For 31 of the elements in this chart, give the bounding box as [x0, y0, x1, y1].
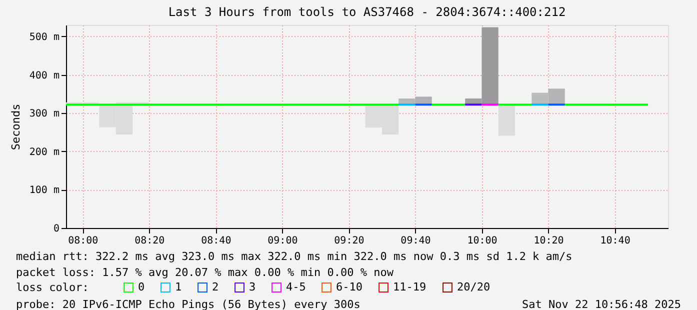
legend-label: 4-5 — [286, 280, 306, 294]
x-tick-label: 08:00 — [68, 236, 98, 246]
y-axis-title: Seconds — [9, 104, 22, 150]
legend-label: 11-19 — [393, 280, 426, 294]
legend-label: 2 — [212, 280, 219, 294]
y-tick-label: 300 m — [29, 108, 60, 120]
chart-title: Last 3 Hours from tools to AS37468 - 2804:3674::400:212 — [168, 5, 566, 19]
text: median rtt: 322.2 ms avg 323.0 ms max 322.0 ms min 322.0 ms now 0.3 ms sd 1.2 k am/s — [16, 250, 572, 263]
y-tick-label: 500 m — [29, 32, 60, 43]
legend-title: loss color: — [16, 281, 89, 294]
x-tick-label: 09:00 — [268, 236, 298, 246]
y-tick-label: 0 — [53, 224, 60, 234]
x-tick-label: 10:20 — [534, 236, 564, 246]
y-tick-label: 100 m — [29, 185, 60, 196]
text: packet loss: 1.57 % avg 20.07 % max 0.00 % min 0.00 % now — [16, 266, 394, 279]
x-tick-label: 10:40 — [600, 236, 630, 246]
x-tick-label: 08:40 — [201, 236, 232, 246]
x-tick-label: 09:40 — [400, 236, 431, 246]
y-tick-label: 200 m — [29, 146, 60, 158]
legend-label: 20/20 — [457, 280, 490, 294]
legend-label: 6-10 — [336, 280, 362, 294]
x-tick-label: 08:20 — [134, 236, 165, 246]
y-tick-label: 400 m — [29, 70, 60, 82]
legend-label: 0 — [138, 280, 145, 294]
text: Sat Nov 22 10:56:48 2025 — [522, 298, 681, 310]
x-tick-label: 10:00 — [467, 236, 498, 246]
bar — [498, 104, 516, 136]
text: probe: 20 IPv6-ICMP Echo Pings (56 Bytes) every 300s — [16, 298, 360, 310]
x-tick-label: 09:20 — [334, 236, 364, 246]
legend-label: 1 — [175, 280, 182, 294]
legend-label: 3 — [249, 280, 256, 294]
